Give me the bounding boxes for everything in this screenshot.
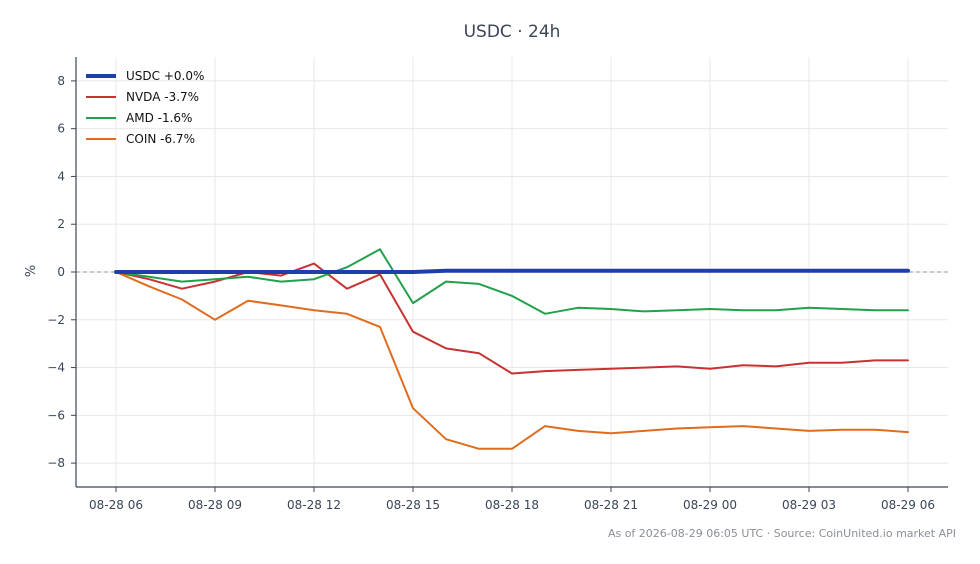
series-line-usdc xyxy=(114,268,910,274)
x-tick-label: 08-29 03 xyxy=(782,498,836,512)
x-tick-label: 08-28 15 xyxy=(386,498,440,512)
y-axis-label: % xyxy=(24,265,39,277)
legend-label-usdc: USDC +0.0% xyxy=(126,69,204,83)
legend-label-coin: COIN -6.7% xyxy=(126,132,195,146)
x-tick-label: 08-28 18 xyxy=(485,498,539,512)
y-tick-label: −6 xyxy=(47,408,65,422)
y-tick-label: 6 xyxy=(57,122,65,136)
y-tick-label: −8 xyxy=(47,456,65,470)
x-tick-label: 08-28 12 xyxy=(287,498,341,512)
x-tick-label: 08-28 06 xyxy=(89,498,143,512)
y-tick-label: −2 xyxy=(47,313,65,327)
chart-title: USDC · 24h xyxy=(464,22,561,42)
series-line-amd xyxy=(115,248,909,315)
footer-source: As of 2026-08-29 06:05 UTC · Source: Coi… xyxy=(608,527,956,540)
axes xyxy=(71,57,948,492)
x-tick-label: 08-29 06 xyxy=(881,498,935,512)
y-tick-label: −4 xyxy=(47,361,65,375)
x-tick-label: 08-28 09 xyxy=(188,498,242,512)
series-line-coin xyxy=(115,271,909,450)
x-tick-label: 08-28 21 xyxy=(584,498,638,512)
y-tick-label: 4 xyxy=(57,169,65,183)
legend-label-amd: AMD -1.6% xyxy=(126,111,192,125)
legend: USDC +0.0% NVDA -3.7% AMD -1.6% COIN -6.7% xyxy=(86,69,204,146)
y-tick-label: 2 xyxy=(57,217,65,231)
y-tick-label: 8 xyxy=(57,74,65,88)
x-tick-label: 08-29 00 xyxy=(683,498,737,512)
tick-labels: 8 6 4 2 0 −2 −4 −6 −8 08-28 06 08-28 09 08-28 12 08-… xyxy=(47,74,935,512)
y-tick-label: 0 xyxy=(57,265,65,279)
series-lines xyxy=(114,248,910,450)
legend-label-nvda: NVDA -3.7% xyxy=(126,90,199,104)
